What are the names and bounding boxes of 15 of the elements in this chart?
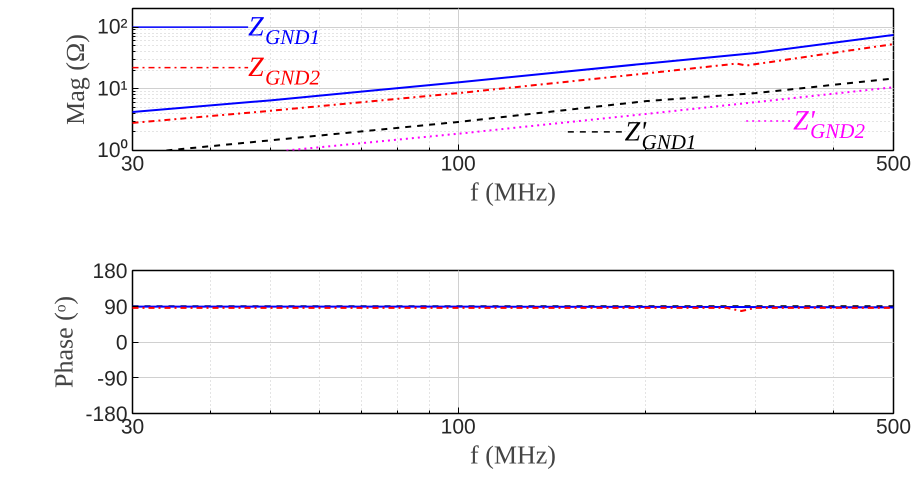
- x-tick-label: 500: [876, 416, 912, 438]
- y-tick-label: 10²: [97, 16, 128, 39]
- y-axis-title: Mag (Ω): [61, 34, 90, 125]
- x-tick-label: 500: [876, 152, 912, 176]
- y-tick-label: -90: [97, 367, 128, 390]
- x-tick-label: 100: [440, 152, 476, 176]
- y-tick-label: 0: [116, 332, 128, 354]
- x-axis-title: f (MHz): [470, 440, 556, 470]
- y-tick-label: 180: [92, 260, 128, 283]
- x-axis-title: f (MHz): [470, 178, 556, 206]
- y-tick-label: 90: [104, 296, 128, 319]
- x-tick-label: 30: [120, 152, 144, 176]
- x-tick-label: 100: [440, 416, 476, 438]
- y-axis-title: Phase (ᵒ): [49, 296, 78, 388]
- y-tick-label: 10¹: [97, 77, 128, 100]
